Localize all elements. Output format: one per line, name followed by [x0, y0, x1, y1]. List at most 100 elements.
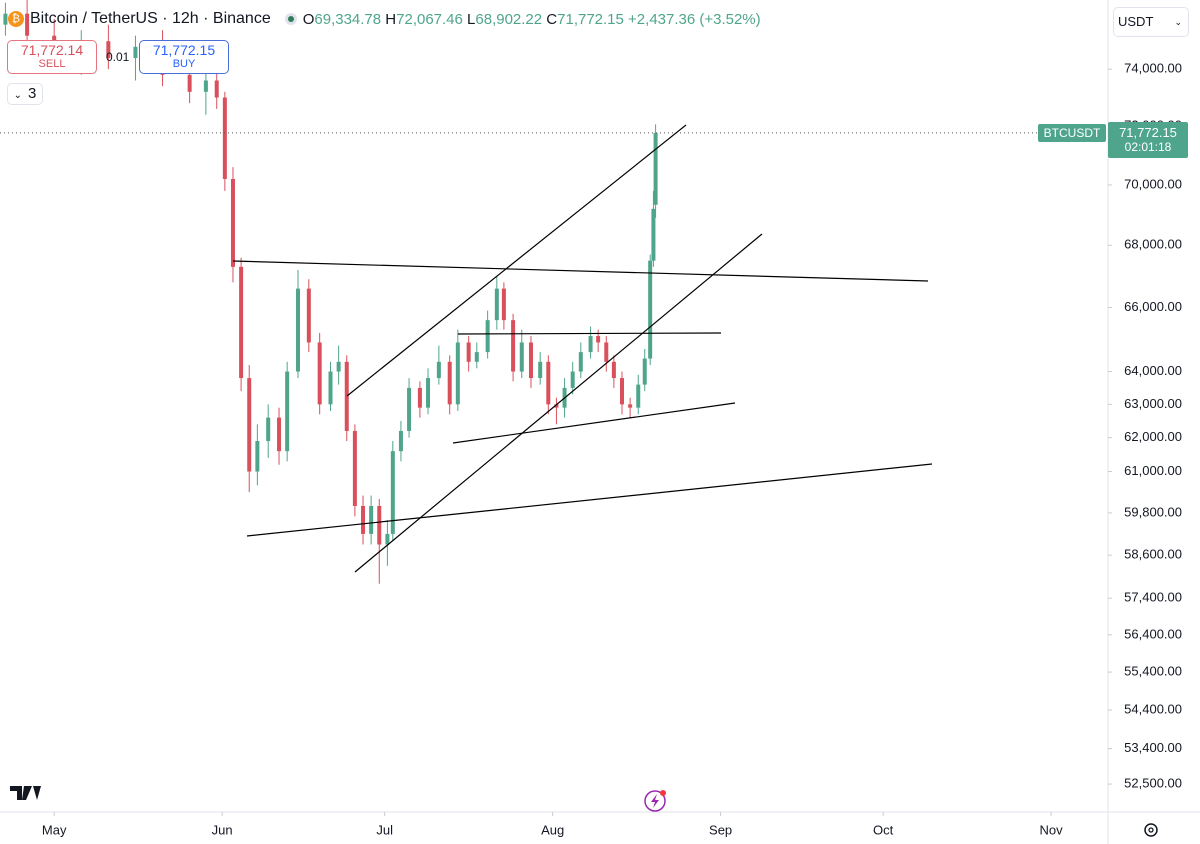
x-tick-label: Jun	[212, 822, 233, 837]
x-tick-label: Sep	[709, 822, 732, 837]
candle-body	[328, 371, 333, 405]
countdown: 02:01:18	[1124, 140, 1172, 154]
trend-line	[354, 233, 763, 573]
value: 69,334.78	[314, 10, 382, 28]
candle-body	[336, 361, 341, 372]
candle-body	[417, 387, 422, 408]
logo	[10, 786, 41, 800]
currency: USDT	[1118, 14, 1154, 29]
candle-body	[398, 430, 403, 452]
y-tick-label: 66,000.00	[1124, 299, 1182, 314]
candle-body	[436, 361, 441, 379]
candle-body	[230, 178, 235, 267]
candle-body	[222, 97, 227, 179]
indicators-toggle[interactable]: ⌄ 3	[7, 83, 43, 105]
candle-body	[133, 46, 138, 58]
ohlc: O69,334.78 H72,067.46 L68,902.22 C71,772…	[303, 11, 761, 28]
candle-body	[604, 342, 609, 362]
sell-label: SELL	[38, 58, 66, 70]
trend-line	[346, 124, 687, 397]
trend-line	[232, 260, 929, 282]
label: C	[546, 10, 558, 28]
candle-body	[426, 378, 431, 408]
candle-body	[651, 208, 656, 261]
symbol-legend: ₿ Bitcoin / TetherUS · 12h · Binance O69…	[8, 10, 761, 28]
y-tick-label: 52,500.00	[1124, 775, 1182, 790]
last-price: 71,772.15	[1119, 125, 1177, 140]
candle-body	[474, 352, 479, 362]
candle-body	[239, 266, 244, 379]
candle-body	[306, 288, 311, 343]
x-tick-label: Nov	[1040, 822, 1064, 837]
x-tick-label: May	[42, 822, 67, 837]
y-tick-label: 68,000.00	[1124, 237, 1182, 252]
indicators-count: 3	[28, 85, 37, 102]
trend-lines	[232, 124, 933, 573]
y-tick-label: 57,400.00	[1124, 590, 1182, 605]
y-tick-label: 70,000.00	[1124, 176, 1182, 191]
x-tick-label: Aug	[541, 822, 564, 837]
candle-body	[538, 361, 543, 379]
candle-body	[578, 352, 583, 372]
candle-body	[546, 361, 551, 405]
candle-body	[636, 384, 641, 408]
candle-body	[247, 378, 252, 472]
candle-body	[619, 378, 624, 405]
candle-body	[588, 336, 593, 353]
y-tick-label: 55,400.00	[1124, 664, 1182, 679]
value: 68,902.22	[475, 10, 543, 28]
quantity: 0.01	[106, 50, 130, 64]
label: L	[467, 10, 476, 28]
y-tick-label: 58,600.00	[1124, 547, 1182, 562]
sell-price: 71,772.14	[20, 42, 84, 58]
candle-body	[352, 430, 357, 506]
y-tick-label: 64,000.00	[1124, 363, 1182, 378]
candle-body	[494, 288, 499, 321]
buy-button[interactable]: 71,772.15 BUY	[139, 40, 229, 74]
candle-body	[628, 404, 633, 408]
candle-body	[385, 533, 390, 545]
candles	[0, 0, 1108, 584]
y-tick-label: 74,000.00	[1124, 61, 1182, 76]
currency-select[interactable]: USDT ⌄	[1113, 7, 1189, 37]
candle-body	[344, 361, 349, 431]
candle-body	[611, 361, 616, 379]
lightning-button[interactable]	[644, 790, 666, 812]
candle-body	[3, 13, 8, 25]
candle-body	[285, 371, 290, 452]
last-price-tag: 71,772.15 02:01:18	[1108, 122, 1188, 158]
trend-line	[452, 402, 736, 444]
candle-body	[519, 342, 524, 372]
candle-body	[554, 404, 559, 408]
candle-body	[485, 320, 490, 353]
candle-body	[653, 132, 658, 205]
candle-body	[455, 342, 460, 405]
settings-button[interactable]	[1144, 823, 1158, 837]
label: O	[302, 10, 315, 28]
candle-body	[501, 288, 506, 321]
candle-body	[106, 41, 111, 58]
candle-body	[187, 74, 192, 92]
lightning-icon	[651, 794, 659, 808]
y-tick-label: 61,000.00	[1124, 463, 1182, 478]
candle-body	[266, 417, 271, 442]
value: 72,067.46	[396, 10, 463, 28]
candle-body	[648, 260, 653, 359]
status-dot	[284, 13, 297, 25]
candle-body	[361, 505, 366, 534]
candle-body	[466, 342, 471, 362]
value: 71,772.15	[557, 10, 624, 28]
y-tick-label: 62,000.00	[1124, 429, 1182, 444]
candle-body	[528, 342, 533, 379]
sell-button[interactable]: 71,772.14 SELL	[7, 40, 97, 74]
candle-body	[317, 342, 322, 405]
candle-body	[203, 80, 208, 92]
buy-price: 71,772.15	[152, 42, 216, 58]
y-tick-label: 53,400.00	[1124, 740, 1182, 755]
candle-body	[570, 371, 575, 388]
symbol: Bitcoin / TetherUS · 12h · Binance	[30, 10, 271, 27]
candle-body	[277, 417, 282, 452]
x-tick-label: Jul	[376, 822, 393, 837]
